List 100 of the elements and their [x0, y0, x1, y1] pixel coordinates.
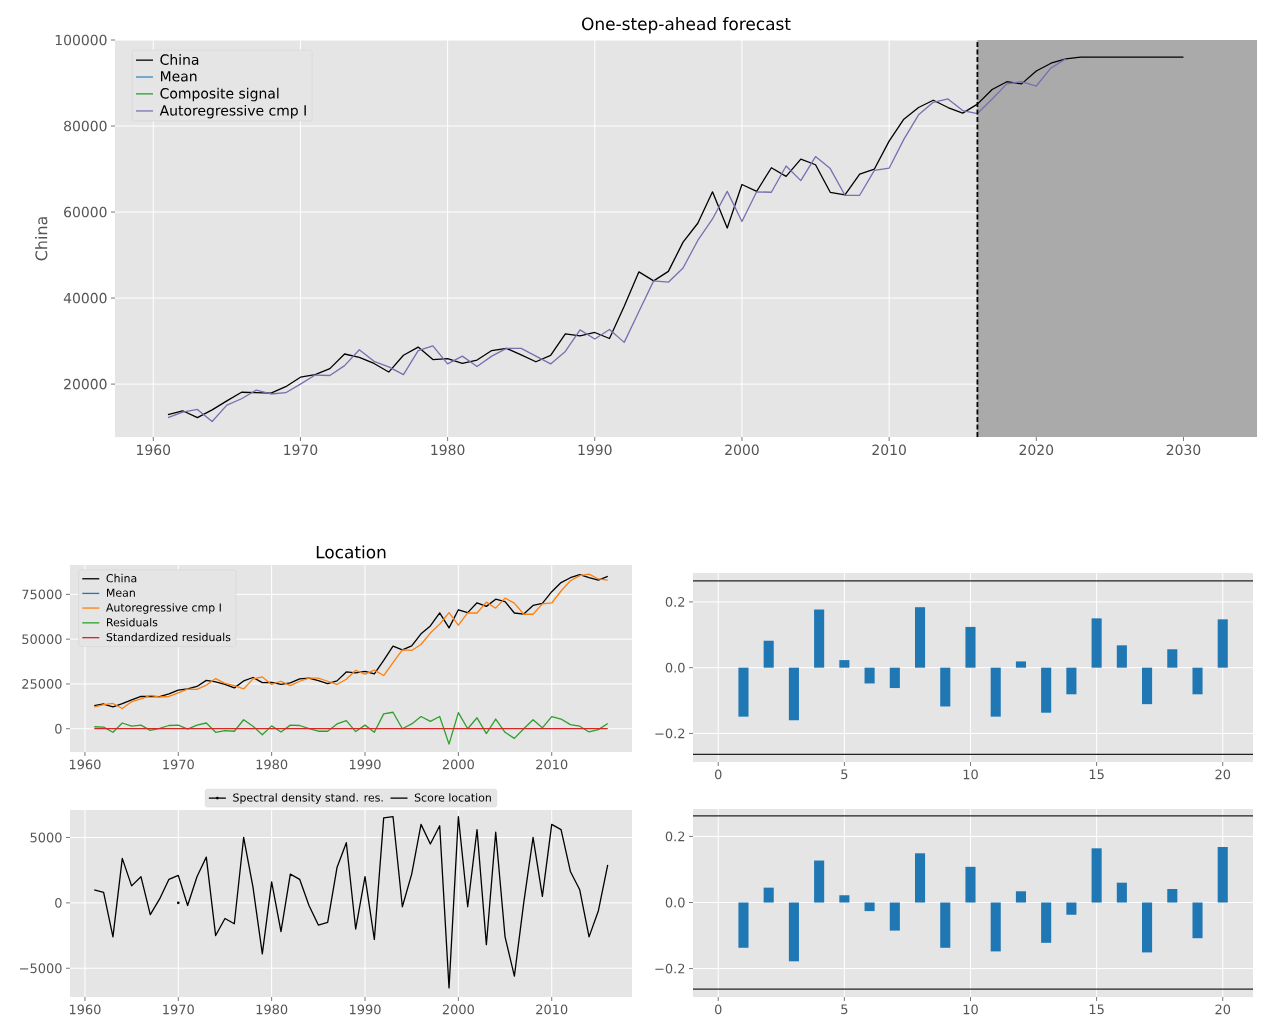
x-tick-label: 1960 [137, 444, 171, 456]
x-tick-label: 15 [1089, 1004, 1104, 1015]
x-tick-label: 5 [841, 769, 848, 780]
x-tick-label: 1970 [163, 759, 194, 770]
legend-label: Autoregressive cmp I [106, 603, 221, 614]
bar [965, 866, 976, 903]
legend-label: Mean [107, 588, 135, 597]
bar [990, 902, 1001, 952]
bar [914, 607, 926, 668]
bar [940, 902, 951, 948]
bar [1192, 667, 1203, 695]
x-tick-label: 1980 [431, 444, 465, 456]
x-tick-label: 0 [714, 1004, 722, 1015]
bar [1217, 847, 1228, 903]
bar [864, 902, 875, 912]
legend-label: Autoregressive cmp I [159, 104, 306, 119]
bar [788, 902, 799, 962]
x-tick-label: 2000 [725, 444, 759, 456]
x-tick-label: 2010 [536, 759, 568, 770]
bar [814, 860, 825, 903]
y-tick-label: 0.0 [665, 897, 685, 908]
x-tick-label: 5 [841, 1004, 848, 1015]
x-tick-label: 1990 [349, 1004, 381, 1015]
x-tick-label: 10 [963, 1004, 978, 1015]
y-tick-label: 25000 [22, 679, 62, 689]
bar [1116, 645, 1127, 668]
bar [1041, 902, 1052, 943]
y-tick-label: 0 [55, 723, 62, 734]
legend-label: Composite signal [160, 87, 279, 102]
y-tick-label: 100000 [55, 34, 107, 46]
bar [763, 887, 774, 903]
legend-label: Residuals [107, 617, 158, 627]
x-tick-label: 10 [963, 769, 978, 780]
bar [839, 660, 850, 668]
x-tick-label: 1980 [256, 759, 288, 770]
y-tick-label: −5000 [20, 963, 62, 974]
y-axis-title: China [35, 217, 48, 261]
line-series [93, 711, 609, 745]
bar [814, 609, 825, 668]
y-tick-label: 50000 [22, 634, 62, 645]
y-tick-label: 0.2 [665, 831, 685, 842]
bar [1091, 618, 1102, 668]
bar [839, 895, 850, 903]
x-tick-label: 1960 [69, 759, 101, 770]
y-tick-label: 75000 [22, 589, 62, 600]
x-tick-label: 2000 [442, 1004, 474, 1015]
bar [990, 667, 1001, 717]
bar [889, 902, 900, 931]
x-tick-label: 2020 [1019, 444, 1054, 456]
bar [914, 853, 926, 903]
legend-label: Mean [160, 71, 197, 82]
y-tick-label: −0.2 [655, 963, 685, 974]
y-tick-label: 40000 [63, 292, 107, 304]
y-tick-label: 20000 [64, 378, 107, 390]
x-tick-label: 1970 [163, 1004, 194, 1015]
x-tick-label: 1990 [578, 444, 612, 456]
y-tick-label: 5000 [30, 832, 62, 843]
bar [1091, 848, 1102, 903]
bar [1015, 891, 1026, 903]
x-tick-label: 20 [1215, 769, 1231, 780]
bar [738, 667, 749, 717]
y-tick-label: 0.2 [665, 597, 685, 607]
y-tick-label: 80000 [64, 120, 107, 132]
x-tick-label: 20 [1215, 1004, 1231, 1015]
bar [1217, 619, 1228, 668]
bar [1167, 649, 1178, 668]
x-tick-label: 1980 [256, 1004, 288, 1015]
y-tick-label: 0.0 [665, 662, 685, 673]
legend-label: Score location [414, 793, 491, 802]
legend-label: China [106, 573, 137, 583]
y-tick-label: 60000 [64, 206, 107, 218]
x-tick-label: 1990 [349, 759, 381, 770]
bar [1167, 888, 1178, 903]
chart-title: One-step-ahead forecast [582, 17, 791, 34]
bar [889, 667, 900, 689]
y-tick-label: −0.2 [655, 728, 685, 739]
bar [1142, 902, 1153, 953]
bar [1192, 902, 1203, 939]
bar [1041, 667, 1052, 713]
bar [1066, 902, 1077, 915]
legend-label: Spectral density stand. res. [233, 793, 383, 804]
bar [1116, 882, 1127, 903]
x-tick-label: 1960 [69, 1004, 101, 1015]
line-series [93, 815, 609, 989]
y-tick-label: 0 [55, 897, 62, 908]
x-tick-label: 2030 [1166, 444, 1201, 456]
bar [940, 667, 951, 707]
bar [738, 902, 749, 948]
bar [788, 667, 799, 721]
bar [965, 626, 976, 668]
x-tick-label: 2010 [872, 444, 906, 456]
bar [1015, 661, 1026, 668]
legend-label: China [160, 54, 199, 65]
bar [864, 667, 875, 684]
x-tick-label: 2010 [536, 1004, 568, 1015]
x-tick-label: 0 [714, 769, 722, 780]
chart-title: Location [316, 545, 386, 559]
x-tick-label: 1970 [284, 444, 318, 456]
x-tick-label: 2000 [442, 759, 474, 770]
legend-label: Standardized residuals [106, 632, 231, 642]
